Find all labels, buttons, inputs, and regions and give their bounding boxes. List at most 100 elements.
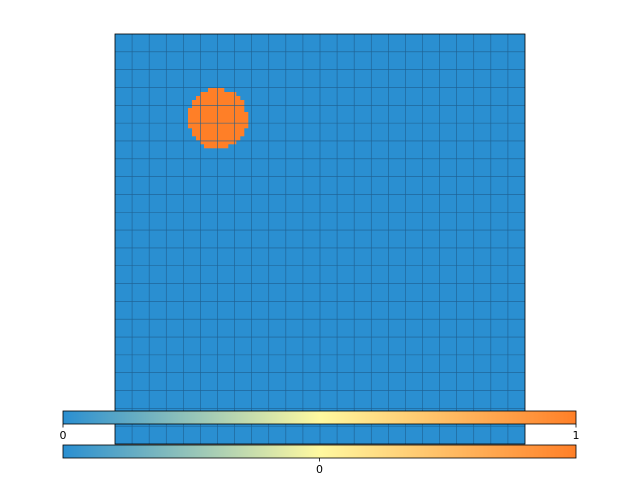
blob-pixel [224,136,229,141]
blob-pixel [220,120,225,125]
blob-pixel [204,140,209,145]
colorbar-1-gradient [62,410,577,425]
blob-pixel [224,96,229,101]
blob-pixel [216,116,221,121]
blob-pixel [216,132,221,137]
blob-pixel [192,100,197,105]
blob-pixel [244,116,249,121]
blob-pixel [228,132,233,137]
colorbar-1-tick-label: 0 [60,429,67,442]
blob-pixel [216,128,221,133]
blob-pixel [204,92,209,97]
colorbar-2-gradient [62,444,577,459]
blob-pixel [232,132,237,137]
blob-pixel [240,124,245,129]
blob-pixel [232,128,237,133]
colorbar-2-tick-label: 0 [316,463,323,476]
blob-pixel [204,108,209,113]
blob-pixel [208,96,213,101]
blob-pixel [236,128,241,133]
blob-pixel [220,124,225,129]
blob-pixel [192,116,197,121]
blob-pixel [236,108,241,113]
blob-pixel [200,112,205,117]
blob-pixel [228,124,233,129]
blob-pixel [240,120,245,125]
colorbar-1-tick-label: 1 [573,429,580,442]
blob-pixel [228,108,233,113]
blob-pixel [196,120,201,125]
blob-pixel [188,112,193,117]
blob-pixel [204,136,209,141]
blob-pixel [192,132,197,137]
blob-pixel [212,100,217,105]
blob-pixel [200,132,205,137]
blob-pixel [192,128,197,133]
blob-pixel [220,136,225,141]
blob-pixel [228,104,233,109]
heatmap-frame [114,33,526,445]
blob-pixel [216,104,221,109]
blob-pixel [220,128,225,133]
blob-pixel [204,144,209,149]
blob-pixel [220,112,225,117]
blob-pixel [216,140,221,145]
blob-pixel [236,136,241,141]
blob-pixel [196,104,201,109]
blob-pixel [192,120,197,125]
blob-pixel [232,108,237,113]
blob-pixel [208,92,213,97]
blob-pixel [208,104,213,109]
blob-pixel [232,140,237,145]
blob-pixel [228,140,233,145]
blob-pixel [220,144,225,149]
blob-pixel [196,100,201,105]
blob-pixel [212,116,217,121]
blob-pixel [232,100,237,105]
blob-pixel [188,108,193,113]
blob-pixel [204,128,209,133]
blob-pixel [208,136,213,141]
blob-pixel [224,128,229,133]
blob-pixel [220,104,225,109]
blob-pixel [196,124,201,129]
blob-pixel [200,108,205,113]
blob-pixel [208,144,213,149]
blob-pixel [200,136,205,141]
blob-pixel [216,92,221,97]
blob-pixel [224,140,229,145]
blob-pixel [220,92,225,97]
blob-pixel [220,100,225,105]
blob-pixel [228,112,233,117]
heatmap-blob-layer [188,88,249,149]
blob-pixel [212,136,217,141]
blob-pixel [216,112,221,117]
blob-pixel [196,128,201,133]
blob-pixel [236,124,241,129]
blob-pixel [212,88,217,93]
blob-pixel [224,92,229,97]
blob-pixel [236,116,241,121]
blob-pixel [224,124,229,129]
blob-pixel [216,96,221,101]
blob-pixel [196,108,201,113]
blob-pixel [200,124,205,129]
blob-pixel [212,112,217,117]
blob-pixel [208,124,213,129]
blob-pixel [200,116,205,121]
blob-pixel [208,88,213,93]
blob-pixel [232,124,237,129]
blob-pixel [208,132,213,137]
blob-pixel [208,108,213,113]
blob-pixel [220,108,225,113]
blob-pixel [212,92,217,97]
blob-pixel [196,132,201,137]
blob-pixel [224,116,229,121]
blob-pixel [192,124,197,129]
blob-pixel [200,128,205,133]
blob-pixel [236,96,241,101]
blob-pixel [224,132,229,137]
blob-pixel [240,108,245,113]
blob-pixel [188,120,193,125]
